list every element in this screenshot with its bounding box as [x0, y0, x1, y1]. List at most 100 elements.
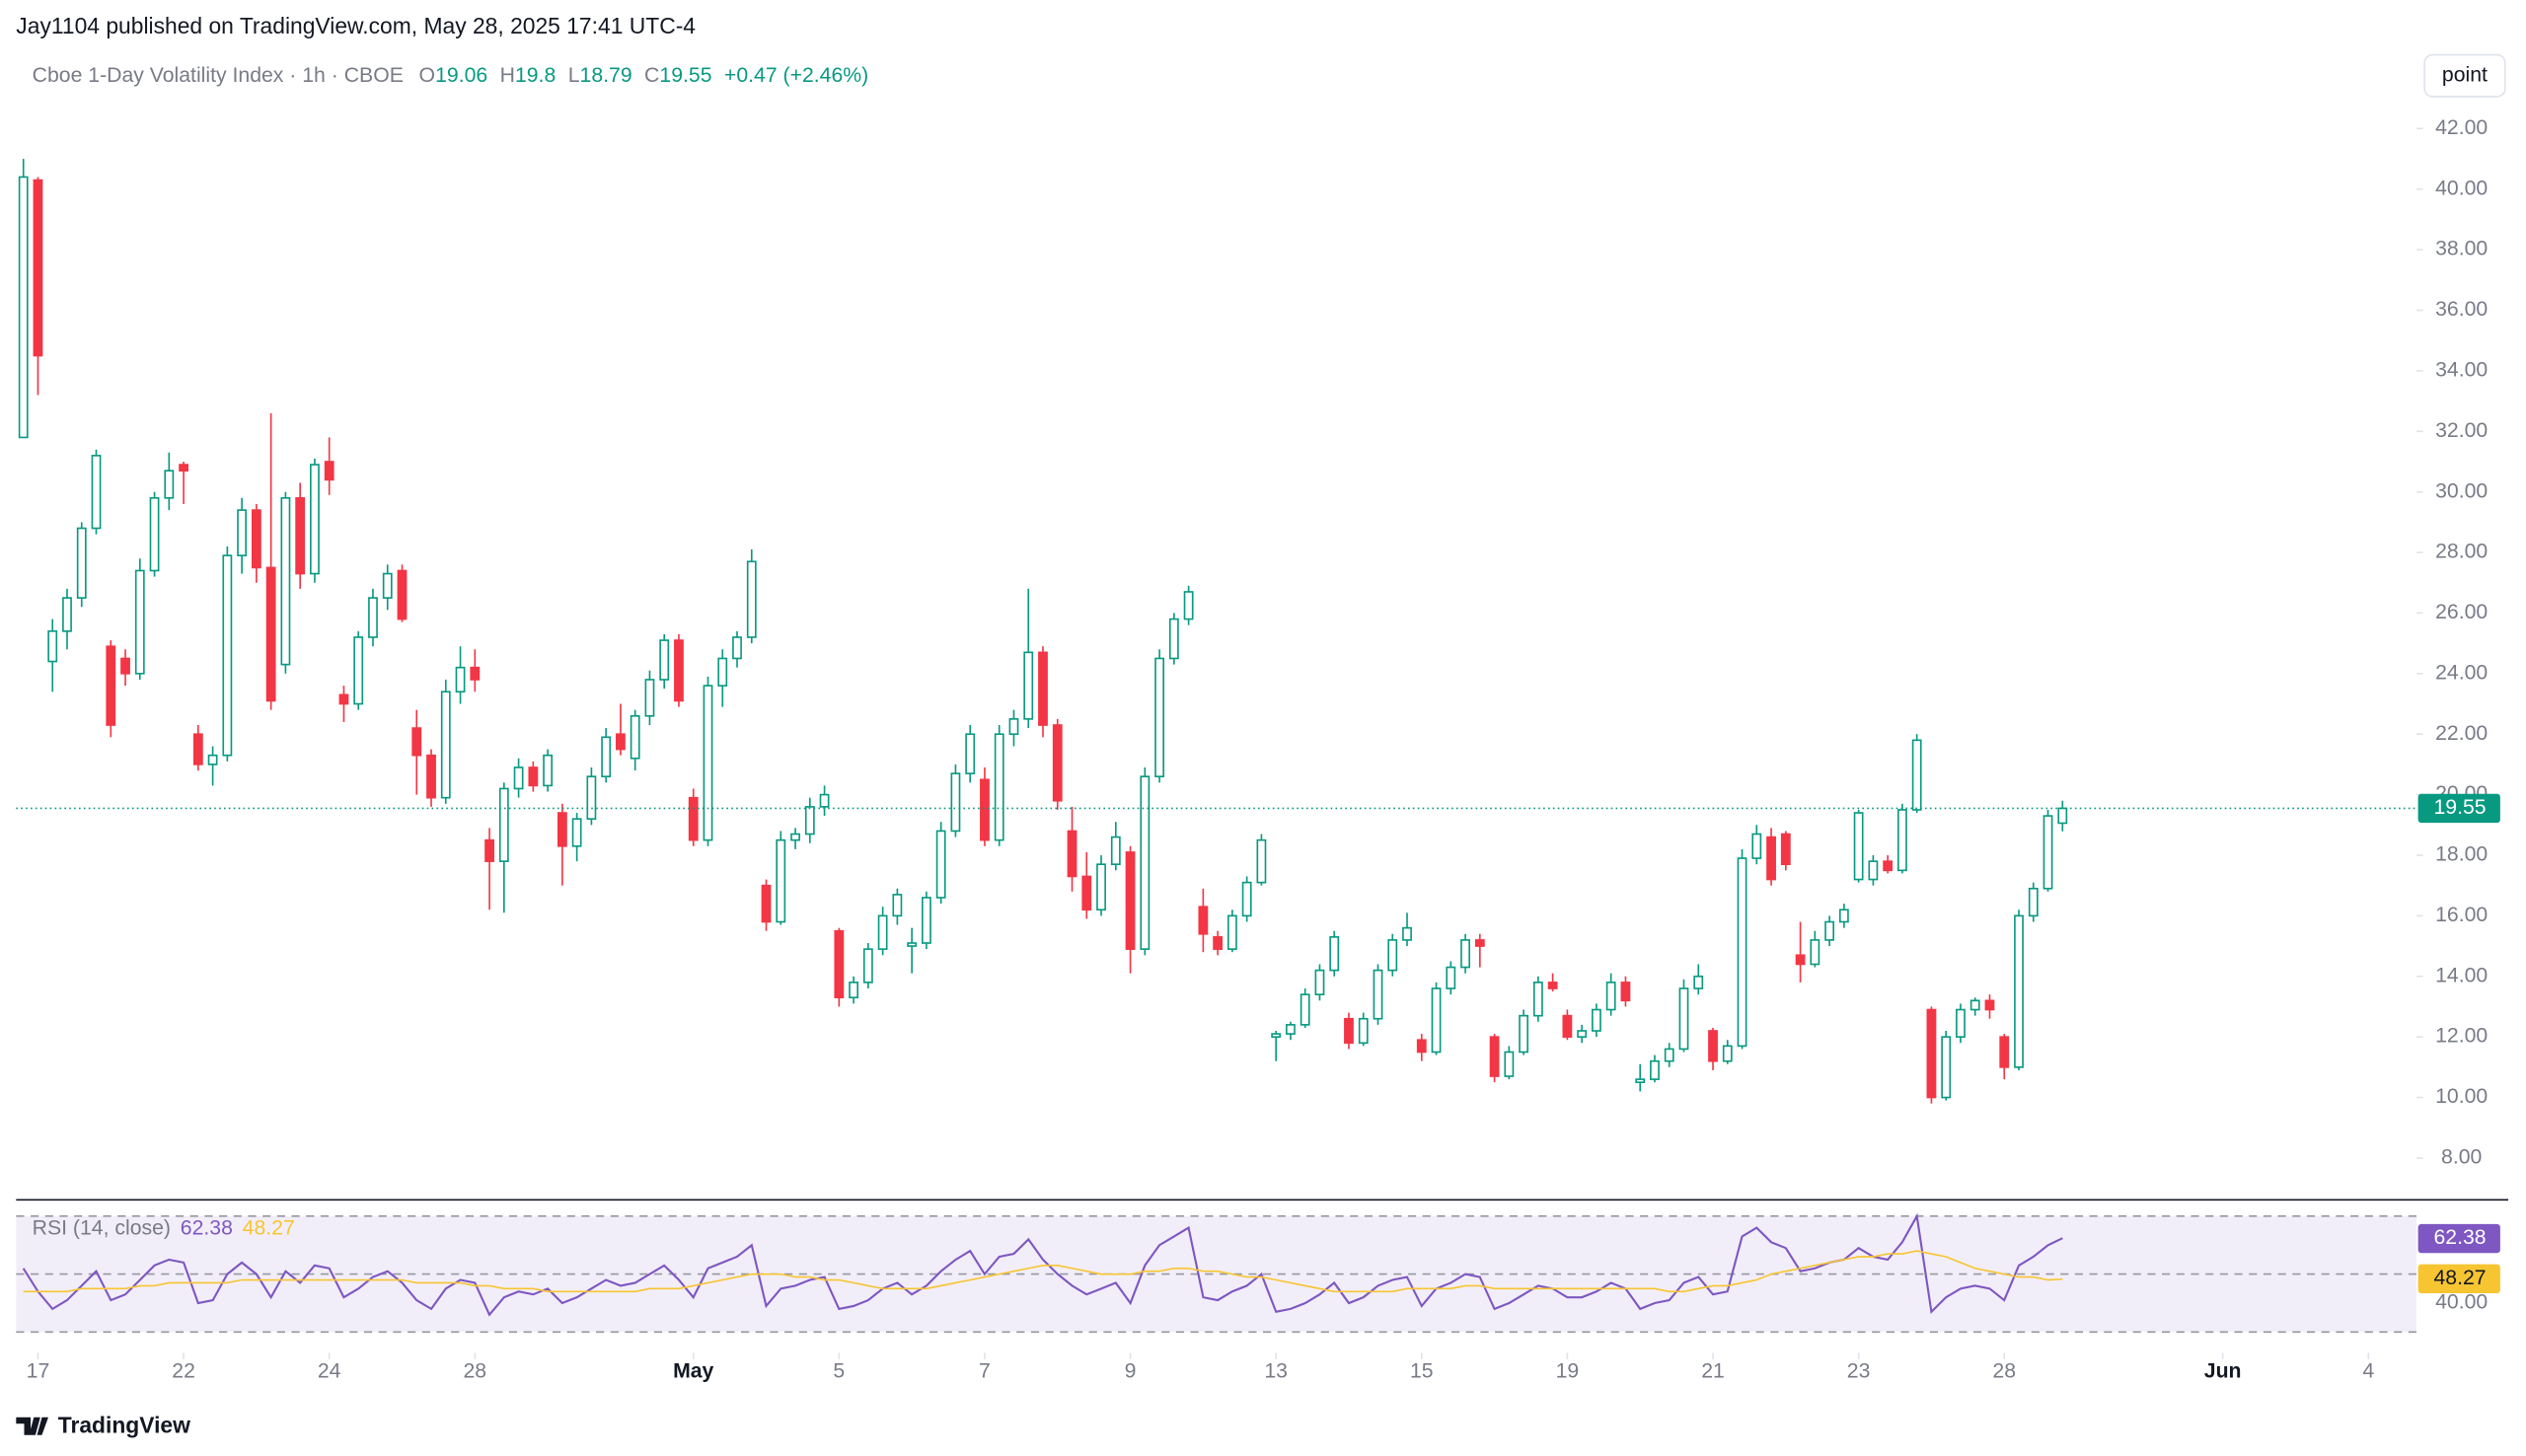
candle-body [1241, 881, 1252, 917]
candle-body [1897, 809, 1907, 872]
candle-body [907, 942, 918, 947]
candle-body [980, 778, 990, 841]
x-tick-label: 28 [1992, 1360, 2016, 1383]
rsi-line [22, 1212, 2063, 1317]
rsi-line [23, 1250, 2063, 1293]
candle-body [310, 464, 320, 575]
candle-body [1110, 836, 1121, 866]
candle-body [1547, 982, 1558, 989]
candle-body [192, 733, 203, 765]
candle-body [1693, 975, 1704, 989]
candle-body [1226, 914, 1237, 950]
rsi-tag [2417, 1264, 2500, 1294]
candle-body [1183, 591, 1194, 620]
ohlc-label: H [500, 63, 515, 86]
candle-body [862, 948, 873, 983]
x-tick-label: 15 [1410, 1360, 1434, 1383]
candle-body [1446, 966, 1456, 989]
candle-body [1999, 1036, 2010, 1068]
candle-body [1620, 982, 1631, 1002]
candle-body [164, 470, 175, 499]
candle-body [91, 455, 102, 530]
candle-body [1140, 775, 1151, 950]
candle-body [790, 833, 800, 841]
candle-body [470, 666, 481, 681]
x-tick-label: 7 [979, 1360, 991, 1383]
y-tick-label: 14.00 [2435, 964, 2488, 986]
candle-body [353, 636, 364, 705]
change: +0.47 (+2.46%) [724, 63, 868, 86]
y-tick-label: 26.00 [2435, 601, 2488, 623]
candle-body [1198, 906, 1209, 935]
candle-body [557, 812, 567, 847]
candle-body [1780, 833, 1791, 866]
button-frame[interactable] [2423, 53, 2506, 98]
y-tick-label: 24.00 [2435, 661, 2488, 684]
last-price-tag [2417, 793, 2500, 824]
button-label[interactable]: point [2442, 63, 2488, 86]
candle-body [324, 461, 334, 481]
y-tick-label: 30.00 [2435, 479, 2488, 502]
candle-body [688, 796, 699, 841]
candle-body [280, 496, 291, 666]
candle-body [1402, 926, 1412, 941]
candle-body [1795, 954, 1806, 966]
candle-body [1008, 718, 1019, 736]
candle-body [1489, 1036, 1500, 1077]
candle-body [1766, 836, 1776, 881]
candle-body [33, 179, 43, 357]
published-line: Jay1104 published on TradingView.com, Ma… [16, 13, 696, 38]
candle-body [1911, 739, 1922, 811]
x-tick-label: 13 [1264, 1360, 1288, 1383]
y-tick-label: 32.00 [2435, 419, 2488, 442]
candle-body [1344, 1017, 1354, 1045]
x-tick-label: 22 [172, 1360, 195, 1383]
x-tick-label: 5 [833, 1360, 845, 1383]
candle-body [368, 597, 378, 638]
y-tick-label: 40.00 [2435, 1291, 2488, 1314]
candle-body [1474, 939, 1485, 947]
candle-body [455, 666, 466, 693]
candle-body [630, 714, 640, 760]
candle-body [251, 509, 261, 569]
x-tick-label: 24 [318, 1360, 341, 1383]
candle-body [922, 897, 931, 944]
candle-body [1883, 860, 1894, 872]
high-value: 19.8 [515, 63, 556, 86]
candle-body [1038, 651, 1048, 726]
candle-body [426, 754, 436, 799]
y-tick-label: 28.00 [2435, 541, 2488, 563]
candle-body [1213, 936, 1224, 950]
candle-body [76, 527, 87, 599]
y-tick-label: 42.00 [2435, 116, 2488, 139]
y-tick-label: 12.00 [2435, 1025, 2488, 1048]
candle-body [761, 884, 772, 923]
candle-body [1373, 969, 1383, 1020]
rsi-title: RSI (14, close) [33, 1216, 171, 1239]
candle-body [1300, 993, 1310, 1026]
candle-body [804, 806, 815, 836]
candle-body [440, 691, 451, 799]
candle-body [1067, 830, 1077, 878]
candle-body [120, 657, 130, 675]
candle-body [877, 914, 888, 950]
candle-body [397, 569, 408, 620]
point-button[interactable]: point [2423, 53, 2506, 98]
logo-text: TradingView [58, 1413, 190, 1438]
rsi-tag [2417, 1223, 2500, 1254]
candle-body [106, 645, 116, 726]
candle-body [1314, 969, 1325, 995]
y-tick-label: 40.00 [2435, 177, 2488, 199]
ohlc-label: L [568, 63, 580, 86]
candle-body [528, 766, 539, 787]
candle-body [1358, 1017, 1369, 1045]
candle-body [484, 838, 494, 862]
candle-body [950, 772, 961, 833]
candle-body [1562, 1014, 1573, 1038]
x-tick-label: Jun [2204, 1360, 2242, 1383]
rsi-legend-value: 48.27 [243, 1216, 295, 1239]
candle-body [1081, 875, 1092, 911]
candle-body [1941, 1036, 1952, 1099]
candle-body [1532, 982, 1543, 1017]
